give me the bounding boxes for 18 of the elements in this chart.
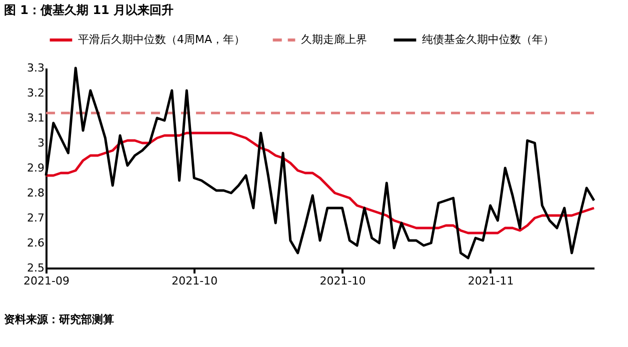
legend-label: 纯债基金久期中位数（年） bbox=[422, 33, 554, 46]
chart-title: 图 1：债基久期 11 月以来回升 bbox=[4, 3, 174, 17]
y-tick-label: 3.1 bbox=[27, 112, 44, 124]
y-tick-label: 2.7 bbox=[27, 212, 44, 224]
y-tick-label: 2.8 bbox=[27, 186, 44, 200]
x-tick-label: 2021-10 bbox=[172, 274, 218, 288]
y-tick-label: 2.6 bbox=[27, 236, 44, 250]
y-tick-label: 2.5 bbox=[27, 262, 44, 274]
x-tick-label: 2021-11 bbox=[468, 274, 514, 288]
y-tick-label: 3.3 bbox=[27, 62, 44, 74]
x-tick-label: 2021-10 bbox=[320, 274, 366, 288]
legend-label: 平滑后久期中位数（4周MA，年） bbox=[78, 33, 246, 46]
text: 资料来源：研究部测算 bbox=[4, 313, 114, 326]
x-tick-label: 2021-09 bbox=[24, 274, 70, 288]
y-tick-label: 3.2 bbox=[27, 86, 44, 100]
y-tick-label: 2.9 bbox=[27, 162, 44, 174]
legend-label: 久期走廊上界 bbox=[301, 33, 367, 46]
y-tick-label: 3 bbox=[38, 136, 44, 150]
